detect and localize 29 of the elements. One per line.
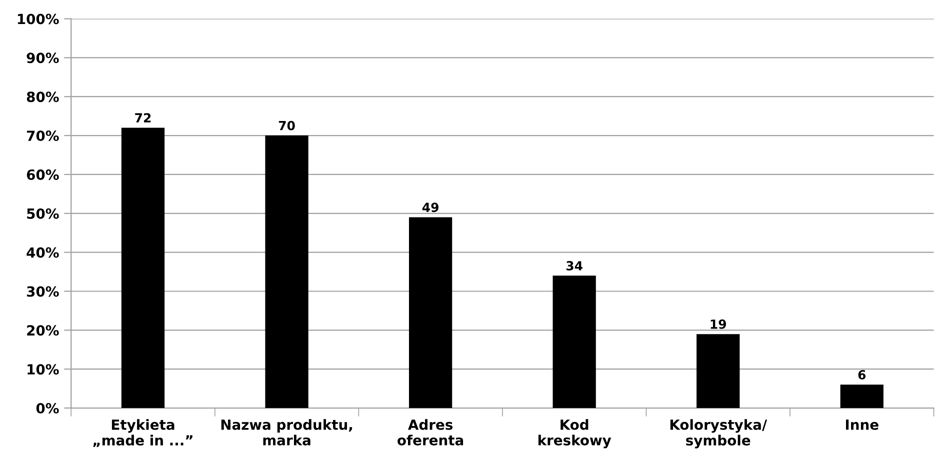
x-tick-label: Kod kreskowy (538, 419, 612, 448)
bar (121, 128, 165, 408)
x-tick-label: Inne (846, 420, 878, 430)
x-tick-label: Etykieta „made in ...” (93, 419, 192, 448)
data-label: 6 (858, 370, 866, 380)
bar (552, 276, 596, 408)
x-tick-label: Kolorystyka/ symbole (670, 419, 768, 448)
x-tick-label: Adres oferenta (398, 419, 464, 446)
data-label: 72 (135, 113, 151, 122)
data-label: 70 (278, 120, 295, 130)
y-tick-label: 90% (26, 52, 59, 64)
y-tick-label: 40% (26, 247, 59, 258)
data-label: 49 (422, 202, 438, 212)
y-tick-label: 100% (18, 14, 59, 24)
x-tick-label: Nazwa produktu, marka (221, 419, 352, 446)
y-tick-label: 60% (26, 169, 59, 180)
y-tick-label: 30% (26, 286, 59, 297)
data-label: 19 (710, 319, 726, 329)
bar (408, 217, 452, 408)
y-tick-label: 10% (28, 364, 59, 375)
y-tick-label: 20% (27, 325, 59, 336)
bar (265, 136, 308, 408)
bar (696, 334, 740, 408)
y-tick-label: 80% (26, 92, 59, 102)
bar (840, 384, 884, 408)
y-tick-label: 50% (27, 208, 59, 219)
y-tick-label: 70% (26, 130, 59, 142)
y-tick-label: 0% (36, 403, 59, 414)
data-label: 34 (566, 261, 582, 270)
